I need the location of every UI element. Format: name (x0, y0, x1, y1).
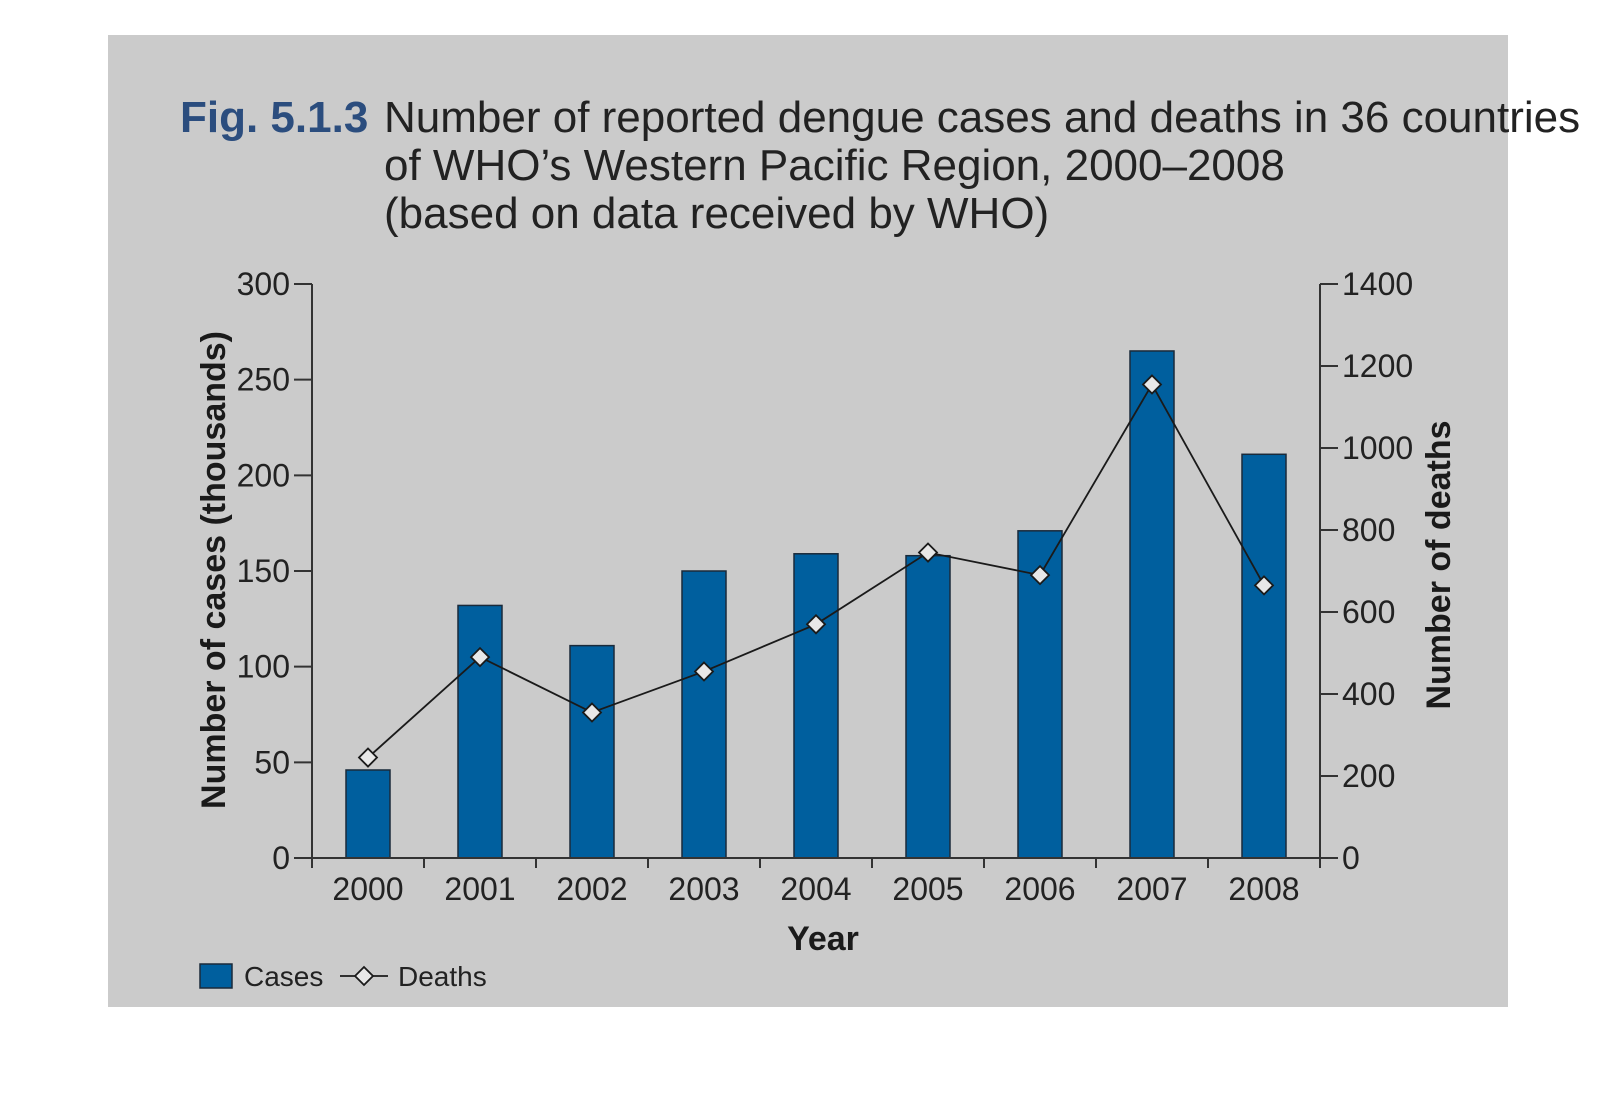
deaths-marker-2002 (581, 702, 603, 723)
cases-bars (345, 350, 1287, 859)
left-tick-label-100: 100 (237, 649, 290, 685)
left-tick-label-300: 300 (237, 266, 290, 302)
deaths-marker-2003 (693, 661, 715, 682)
figure-title-line-1: Number of reported dengue cases and deat… (384, 93, 1580, 142)
figure-title-line-3: (based on data received by WHO) (384, 189, 1049, 238)
deaths-marker-2004 (805, 614, 827, 635)
right-tick-label-800: 800 (1342, 512, 1395, 548)
x-tick-label-2001: 2001 (444, 871, 515, 907)
x-axis-title: Year (787, 920, 859, 958)
x-tick-label-2006: 2006 (1004, 871, 1075, 907)
figure-label: Fig. 5.1.3 (180, 93, 368, 142)
cases-bar-2002 (569, 644, 615, 859)
right-axis-ticks: 0 200 400 600 800 1000 1200 1400 (1320, 266, 1413, 876)
legend-cases-swatch (199, 963, 233, 989)
cases-bar-2003 (681, 570, 727, 859)
deaths-marker-2000 (357, 747, 379, 768)
legend-cases-label: Cases (244, 961, 323, 992)
deaths-series (357, 374, 1275, 768)
legend: Cases Deaths (199, 961, 487, 992)
left-tick-label-50: 50 (254, 744, 290, 780)
cases-bar-2000 (345, 769, 391, 859)
left-tick-label-0: 0 (272, 840, 290, 876)
right-tick-label-0: 0 (1342, 840, 1360, 876)
right-tick-label-1400: 1400 (1342, 266, 1413, 302)
right-tick-label-1200: 1200 (1342, 348, 1413, 384)
left-tick-label-150: 150 (237, 553, 290, 589)
deaths-marker-2001 (469, 646, 491, 668)
x-tick-label-2004: 2004 (780, 871, 851, 907)
figure-title-line-2: of WHO’s Western Pacific Region, 2000–20… (384, 141, 1285, 190)
right-tick-label-600: 600 (1342, 594, 1395, 630)
deaths-marker-2008 (1253, 575, 1275, 596)
deaths-marker-2006 (1029, 564, 1051, 586)
cases-bar-2005 (905, 554, 951, 859)
left-axis-ticks: 0 50 100 150 200 250 300 (237, 266, 312, 876)
left-tick-label-250: 250 (237, 362, 290, 398)
x-tick-label-2002: 2002 (556, 871, 627, 907)
left-tick-label-200: 200 (237, 457, 290, 493)
cases-bar-2007 (1129, 350, 1175, 859)
deaths-marker-2005 (917, 542, 939, 563)
legend-deaths-label: Deaths (398, 961, 487, 992)
right-tick-label-400: 400 (1342, 676, 1395, 712)
cases-bar-2008 (1241, 453, 1287, 859)
cases-bar-2001 (457, 604, 503, 859)
legend-deaths-marker (353, 965, 375, 987)
deaths-marker-2007 (1141, 374, 1163, 395)
x-axis-ticks: 2000 2001 2002 2003 2004 2005 2006 2007 2008 (311, 858, 1321, 907)
x-tick-label-2003: 2003 (668, 871, 739, 907)
right-tick-label-1000: 1000 (1342, 430, 1413, 466)
y2-axis-title: Number of deaths (1420, 420, 1458, 709)
right-tick-label-200: 200 (1342, 758, 1395, 794)
y-axis-title: Number of cases (thousands) (195, 331, 233, 809)
x-tick-label-2007: 2007 (1116, 871, 1187, 907)
x-tick-label-2005: 2005 (892, 871, 963, 907)
cases-bar-2004 (793, 553, 839, 859)
x-tick-label-2000: 2000 (332, 871, 403, 907)
x-tick-label-2008: 2008 (1228, 871, 1299, 907)
